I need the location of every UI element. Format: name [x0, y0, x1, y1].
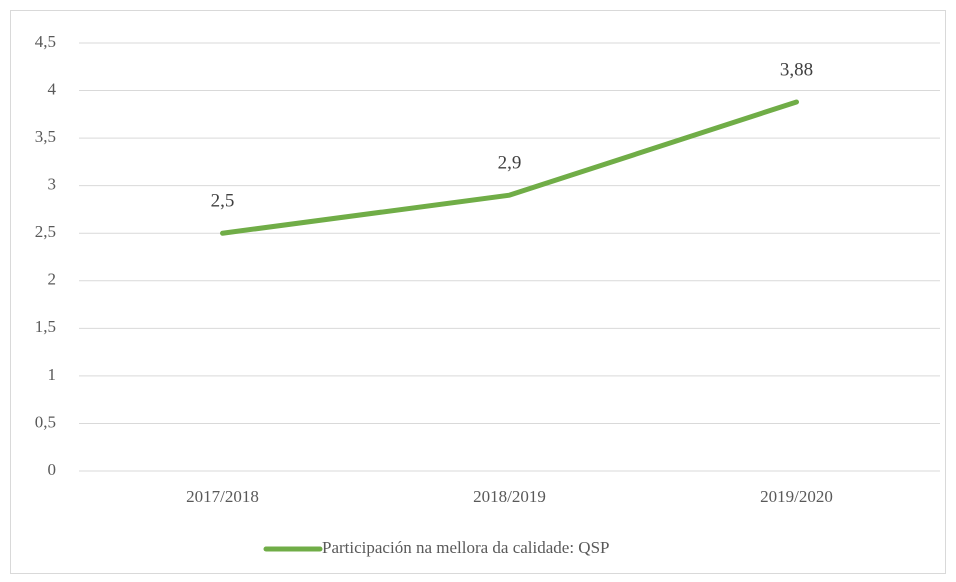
legend-label: Participación na mellora da calidade: QS…	[322, 538, 610, 557]
y-tick-label: 3,5	[35, 127, 56, 146]
y-tick-label: 1	[48, 365, 57, 384]
y-tick-label: 3	[48, 175, 57, 194]
y-tick-label: 4,5	[35, 32, 56, 51]
data-label: 3,88	[780, 59, 813, 80]
y-tick-label: 1,5	[35, 317, 56, 336]
series-line	[220, 99, 799, 236]
data-label: 2,5	[211, 191, 235, 212]
data-label: 2,9	[498, 153, 522, 174]
x-tick-label: 2017/2018	[186, 487, 259, 506]
y-tick-label: 0,5	[35, 412, 56, 431]
y-tick-label: 2	[48, 270, 57, 289]
y-tick-label: 0	[48, 460, 57, 479]
y-tick-label: 4	[48, 79, 57, 98]
x-tick-label: 2019/2020	[760, 487, 833, 506]
x-tick-label: 2018/2019	[473, 487, 546, 506]
y-tick-label: 2,5	[35, 222, 56, 241]
